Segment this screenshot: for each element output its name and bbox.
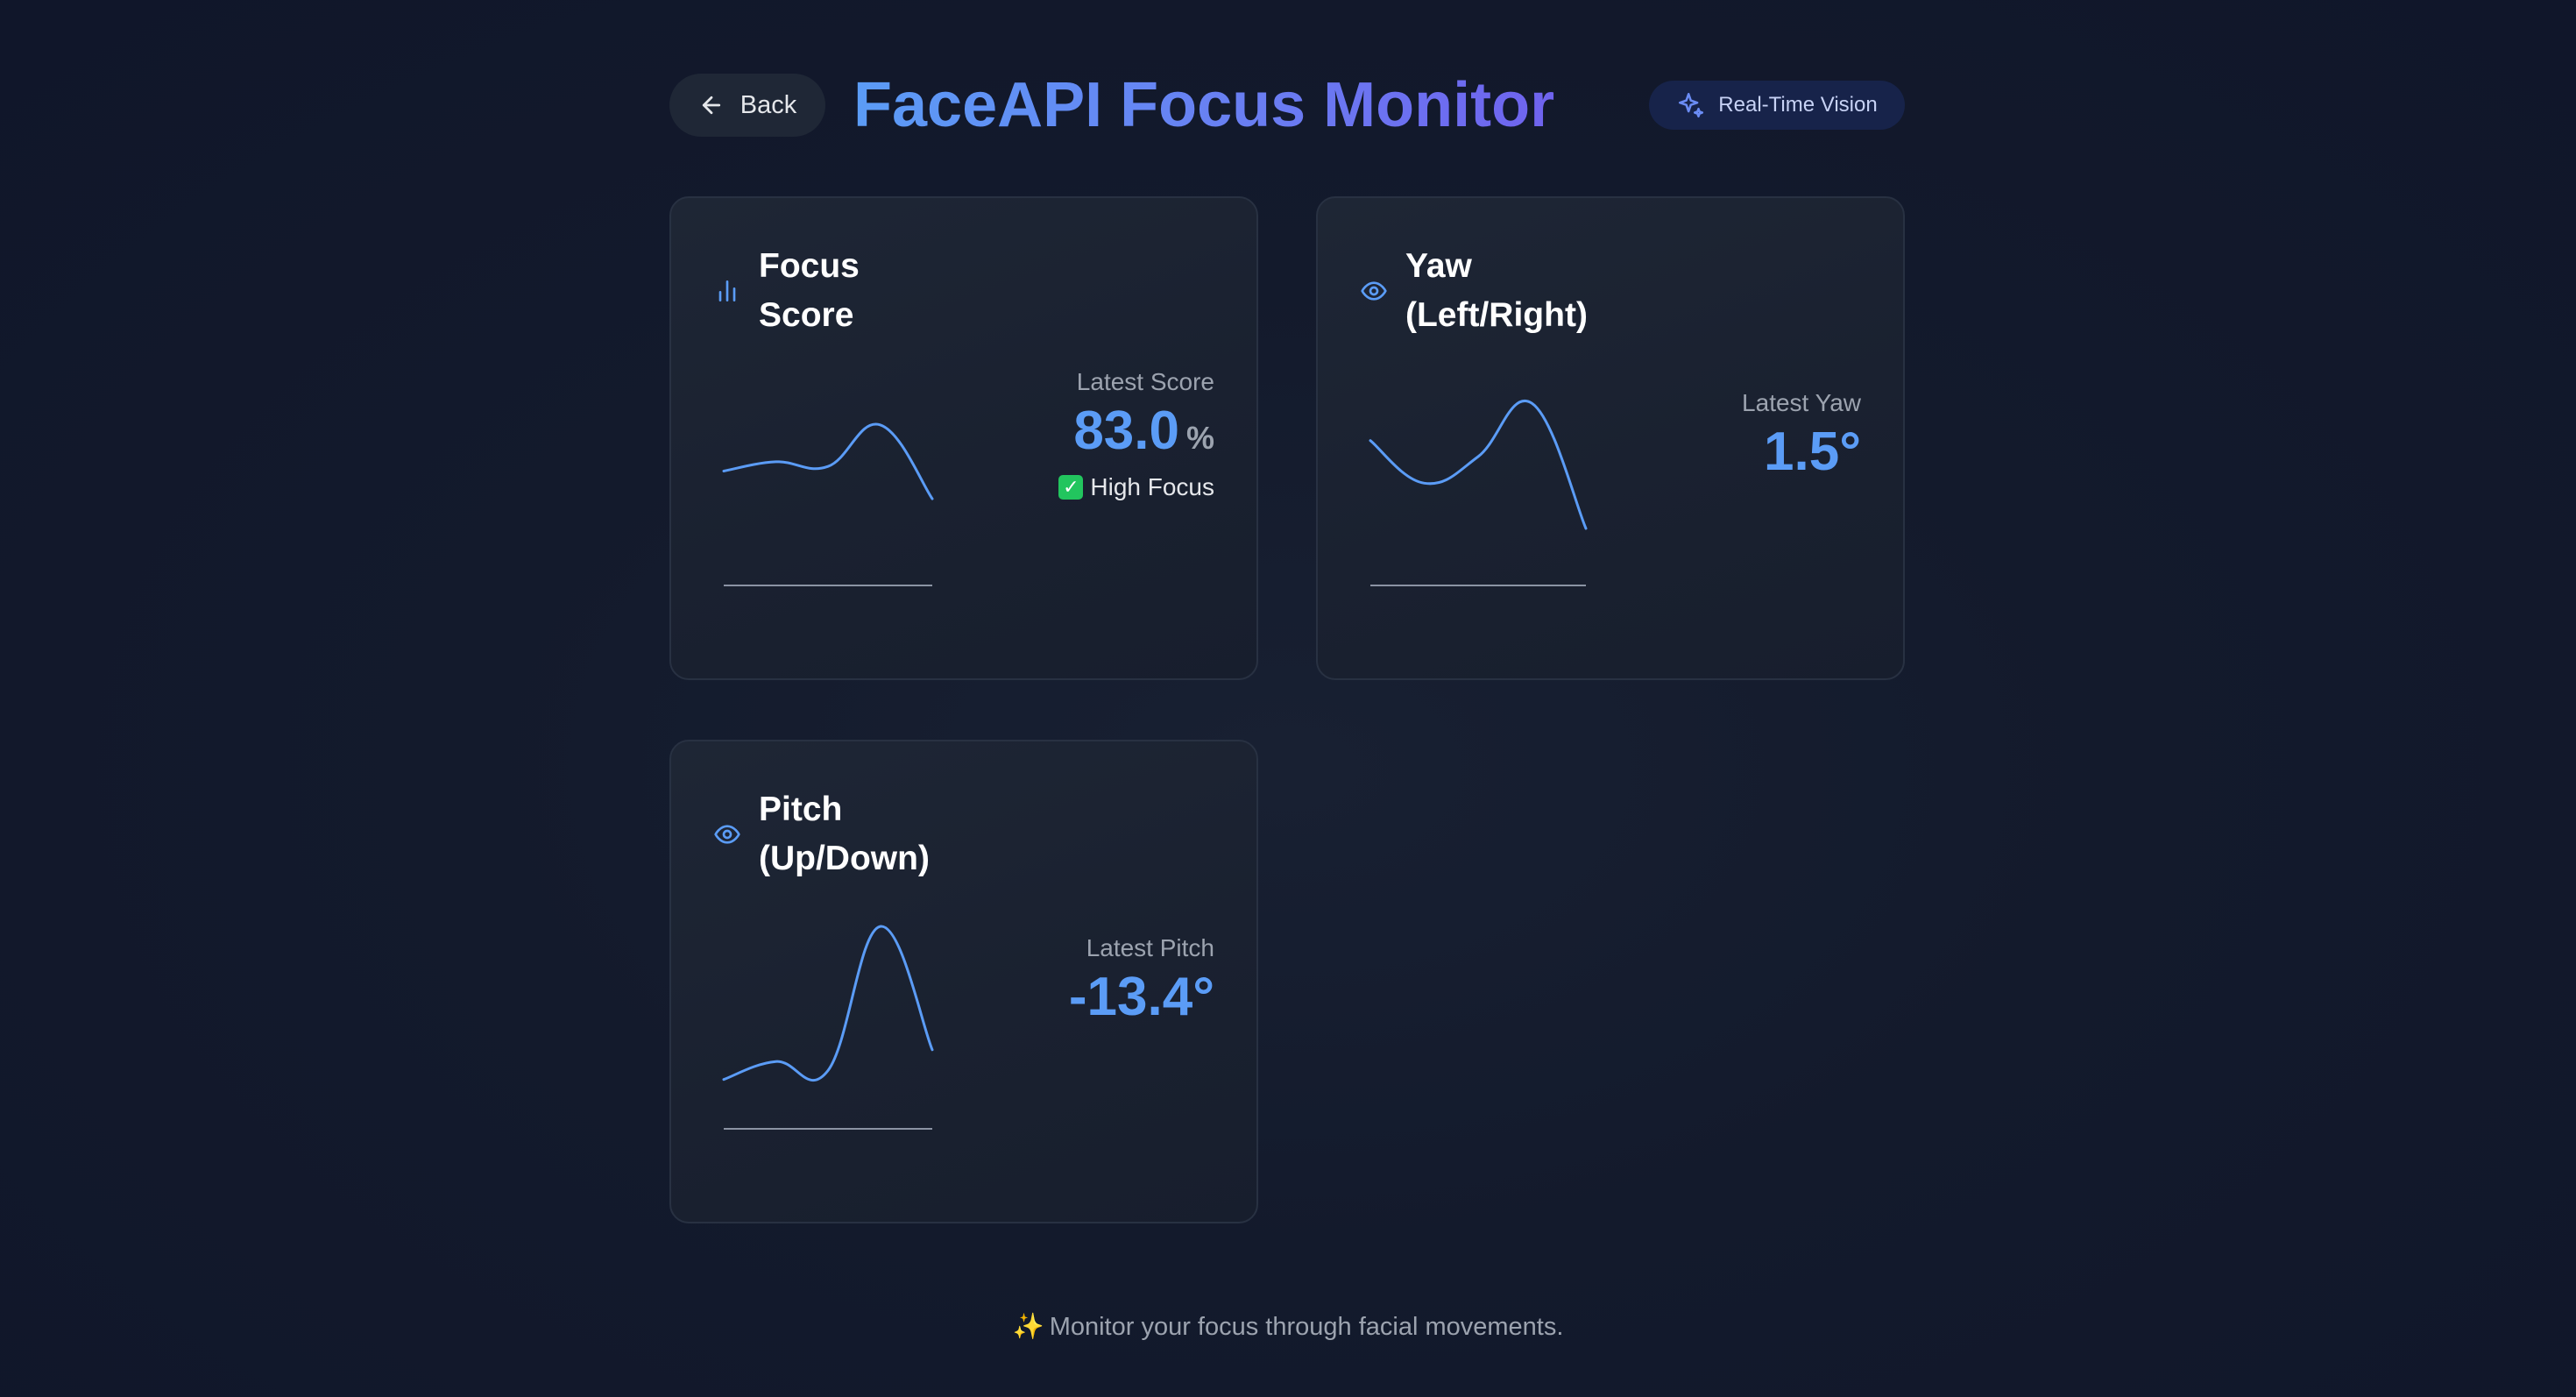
yaw-readout: Latest Yaw 1.5° bbox=[1742, 386, 1861, 484]
back-button-label: Back bbox=[740, 90, 797, 119]
card-title-line: Pitch bbox=[759, 791, 843, 828]
sparkline-series bbox=[1369, 400, 1588, 530]
card-header: Pitch (Up/Down) bbox=[713, 785, 930, 883]
yaw-sparkline bbox=[1369, 400, 1588, 586]
sparkles-icon bbox=[1679, 92, 1704, 118]
focus-score-sparkline bbox=[722, 422, 934, 586]
sparkline-series bbox=[722, 422, 934, 500]
pitch-card: Pitch (Up/Down) Latest Pitch -13.4° bbox=[669, 740, 1258, 1223]
real-time-vision-badge: Real-Time Vision bbox=[1649, 81, 1905, 130]
readout-label: Latest Yaw bbox=[1742, 389, 1861, 416]
pitch-sparkline bbox=[722, 925, 934, 1130]
focus-score-card: Focus Score Latest Score 83.0% ✓ High Fo… bbox=[669, 196, 1258, 680]
yaw-card: Yaw (Left/Right) Latest Yaw 1.5° bbox=[1316, 196, 1905, 680]
card-title: Yaw (Left/Right) bbox=[1405, 242, 1588, 340]
card-header: Yaw (Left/Right) bbox=[1360, 242, 1588, 340]
card-title: Pitch (Up/Down) bbox=[759, 785, 930, 883]
focus-status: ✓ High Focus bbox=[1058, 470, 1214, 505]
pitch-readout: Latest Pitch -13.4° bbox=[1069, 931, 1214, 1029]
back-button[interactable]: Back bbox=[669, 74, 825, 137]
arrow-left-icon bbox=[702, 96, 720, 115]
page-title: FaceAPI Focus Monitor bbox=[853, 67, 1554, 144]
sparkles-emoji-icon: ✨ bbox=[1012, 1313, 1044, 1341]
card-title-line: Yaw bbox=[1405, 247, 1472, 285]
readout-label: Latest Score bbox=[1076, 368, 1214, 395]
footer-message: Monitor your focus through facial moveme… bbox=[1049, 1313, 1564, 1341]
readout-unit: % bbox=[1185, 420, 1214, 456]
eye-icon bbox=[1361, 281, 1387, 301]
readout-value: 83.0% bbox=[1058, 400, 1214, 470]
card-title-line: Focus bbox=[759, 247, 860, 285]
readout-label: Latest Pitch bbox=[1086, 934, 1214, 961]
readout-number: 83.0 bbox=[1073, 401, 1179, 461]
card-header: Focus Score bbox=[713, 242, 860, 340]
check-icon: ✓ bbox=[1058, 475, 1084, 500]
card-title-line: Score bbox=[759, 296, 854, 334]
card-title-line: (Left/Right) bbox=[1405, 296, 1588, 334]
card-title-line: (Up/Down) bbox=[759, 840, 930, 877]
status-label: High Focus bbox=[1090, 473, 1214, 500]
readout-value: 1.5° bbox=[1764, 422, 1861, 482]
footer-text: ✨ Monitor your focus through facial movem… bbox=[0, 1309, 2576, 1344]
focus-readout: Latest Score 83.0% ✓ High Focus bbox=[1058, 365, 1214, 505]
eye-icon bbox=[714, 825, 740, 844]
badge-label: Real-Time Vision bbox=[1718, 93, 1878, 117]
card-title: Focus Score bbox=[759, 242, 860, 340]
bar-chart-icon bbox=[718, 280, 736, 301]
sparkline-series bbox=[722, 925, 934, 1082]
readout-value: -13.4° bbox=[1068, 967, 1214, 1027]
